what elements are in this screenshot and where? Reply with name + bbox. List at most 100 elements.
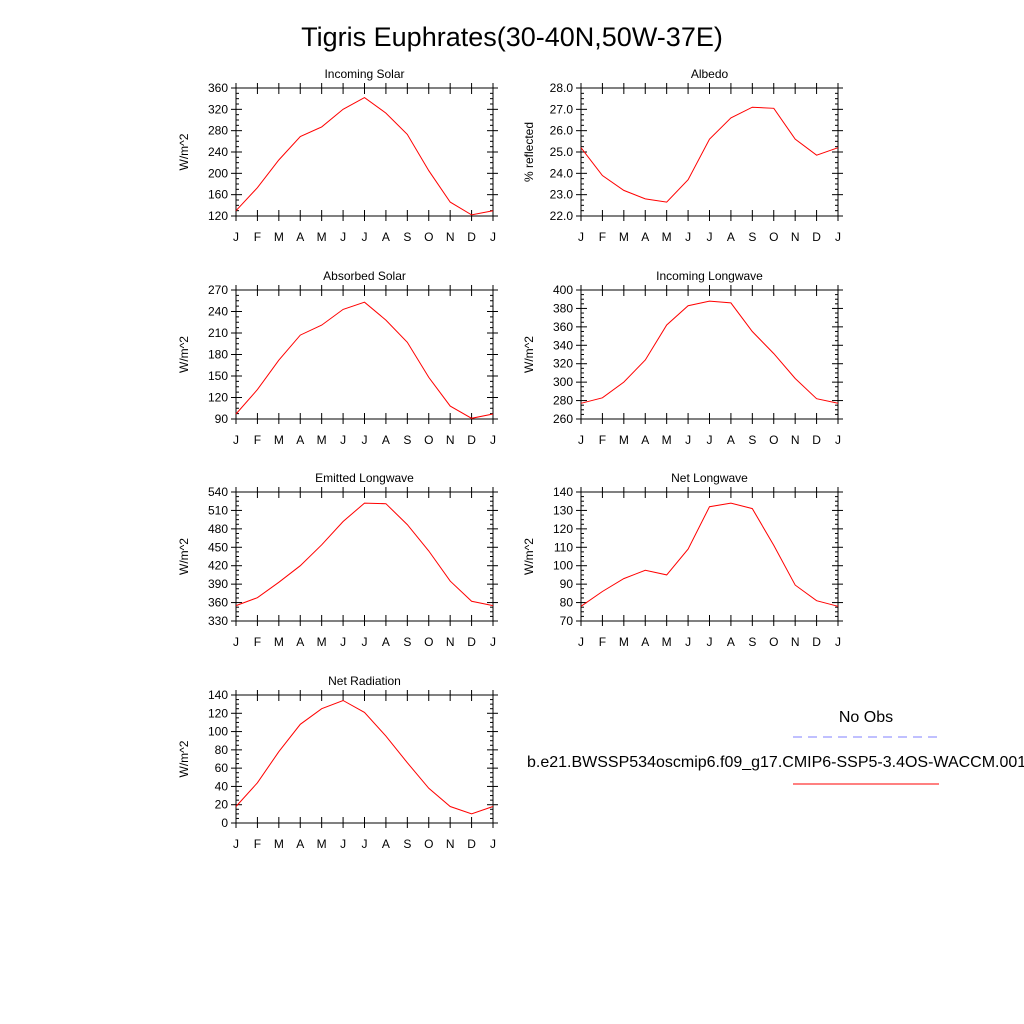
x-tick-label: F [254,837,261,851]
x-tick-label: J [578,635,584,649]
x-tick-label: S [748,635,756,649]
y-tick-label: 270 [208,283,228,297]
x-tick-label: F [254,635,261,649]
x-tick-label: M [317,433,327,447]
x-tick-label: M [317,230,327,244]
y-axis-label: W/m^2 [177,740,191,777]
y-tick-label: 380 [553,301,573,315]
y-axis-label: W/m^2 [522,538,536,575]
series-line [235,699,494,815]
y-tick-label: 90 [560,577,574,591]
y-axis-label: % reflected [522,122,536,182]
y-tick-label: 240 [208,305,228,319]
x-tick-label: S [403,230,411,244]
x-tick-label: S [403,433,411,447]
series-line [235,502,494,607]
x-tick-label: J [233,433,239,447]
x-tick-label: J [233,837,239,851]
x-tick-label: A [641,635,649,649]
y-tick-label: 60 [215,761,229,775]
x-tick-label: J [490,230,496,244]
x-tick-label: N [791,230,800,244]
y-tick-label: 25.0 [550,145,574,159]
x-tick-label: M [274,433,284,447]
x-tick-label: F [599,230,606,244]
plot-frame [235,87,494,217]
x-tick-label: M [274,635,284,649]
x-tick-label: J [685,635,691,649]
x-tick-label: D [812,433,821,447]
y-tick-label: 360 [553,320,573,334]
plot-frame [580,87,839,217]
y-tick-label: 400 [553,283,573,297]
x-tick-label: F [254,230,261,244]
y-tick-label: 340 [553,338,573,352]
x-tick-label: D [467,837,476,851]
x-tick-label: O [769,635,778,649]
plot-frame [235,289,494,420]
x-tick-label: S [403,837,411,851]
y-tick-label: 90 [215,412,229,426]
y-axis-label: W/m^2 [177,336,191,373]
legend: No Obs b.e21.BWSSP534oscmip6.f09_g17.CMI… [527,709,1024,785]
x-tick-label: S [748,230,756,244]
x-tick-label: F [254,433,261,447]
x-tick-label: N [446,837,455,851]
y-tick-label: 80 [215,743,229,757]
x-tick-label: J [707,230,713,244]
x-tick-label: M [662,433,672,447]
x-tick-label: D [812,230,821,244]
y-tick-label: 210 [208,326,228,340]
x-tick-label: O [424,837,433,851]
x-tick-label: S [748,433,756,447]
x-tick-label: D [467,230,476,244]
x-tick-label: O [424,635,433,649]
x-tick-label: N [446,433,455,447]
y-axis-label: W/m^2 [177,538,191,575]
x-tick-label: A [727,635,735,649]
x-tick-label: J [707,433,713,447]
x-tick-label: J [578,230,584,244]
x-tick-label: M [619,433,629,447]
x-tick-label: O [424,230,433,244]
x-tick-label: J [233,635,239,649]
x-tick-label: J [233,230,239,244]
x-tick-label: J [362,433,368,447]
x-tick-label: J [835,230,841,244]
x-tick-label: J [340,230,346,244]
y-tick-label: 390 [208,577,228,591]
y-tick-label: 260 [553,412,573,426]
x-tick-label: O [424,433,433,447]
y-tick-label: 80 [560,596,574,610]
x-tick-label: A [296,433,304,447]
x-tick-label: A [727,433,735,447]
y-tick-label: 360 [208,81,228,95]
panel-title: Net Radiation [328,674,401,688]
panel-title: Emitted Longwave [315,471,414,485]
panel-title: Net Longwave [671,471,748,485]
y-tick-label: 420 [208,559,228,573]
y-tick-label: 280 [553,394,573,408]
plot-frame [580,491,839,622]
y-tick-label: 120 [208,706,228,720]
y-tick-label: 23.0 [550,188,574,202]
y-axis-label: W/m^2 [522,336,536,373]
x-tick-label: F [599,635,606,649]
y-tick-label: 120 [553,522,573,536]
x-tick-label: A [382,635,390,649]
x-tick-label: N [791,635,800,649]
x-tick-label: N [446,635,455,649]
y-tick-label: 240 [208,145,228,159]
x-tick-label: M [274,230,284,244]
x-tick-label: J [340,433,346,447]
x-tick-label: A [641,433,649,447]
x-tick-label: A [382,230,390,244]
series-line [580,106,839,203]
y-tick-label: 0 [221,816,228,830]
x-tick-label: O [769,230,778,244]
y-tick-label: 330 [208,614,228,628]
